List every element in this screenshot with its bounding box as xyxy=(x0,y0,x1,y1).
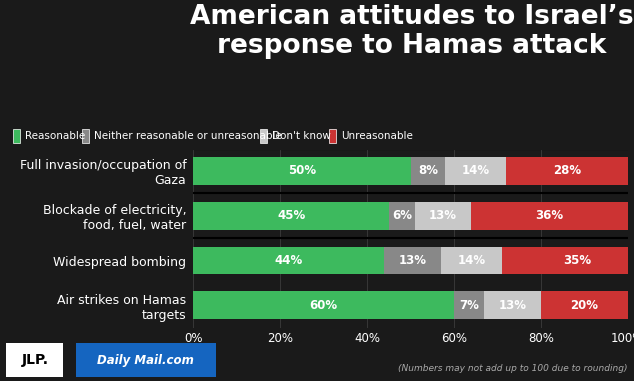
Text: Neither reasonable or unreasonable: Neither reasonable or unreasonable xyxy=(94,131,281,141)
Text: 13%: 13% xyxy=(399,254,427,267)
Text: 44%: 44% xyxy=(275,254,303,267)
Bar xyxy=(506,157,628,185)
Text: 35%: 35% xyxy=(564,254,592,267)
Bar xyxy=(193,291,454,319)
Text: Don't know: Don't know xyxy=(272,131,331,141)
Bar xyxy=(411,157,445,185)
Bar xyxy=(384,247,441,274)
Text: American attitudes to Israel’s
response to Hamas attack: American attitudes to Israel’s response … xyxy=(190,4,634,59)
Text: Reasonable: Reasonable xyxy=(25,131,85,141)
Text: 50%: 50% xyxy=(288,165,316,178)
Bar xyxy=(329,129,336,143)
Bar xyxy=(193,202,389,230)
Bar xyxy=(389,202,415,230)
Text: 8%: 8% xyxy=(418,165,438,178)
Bar xyxy=(260,129,267,143)
Text: 14%: 14% xyxy=(457,254,486,267)
Text: 20%: 20% xyxy=(570,299,598,312)
Bar xyxy=(82,129,89,143)
Bar xyxy=(445,157,506,185)
Text: 6%: 6% xyxy=(392,209,412,222)
Text: (Numbers may not add up to 100 due to rounding): (Numbers may not add up to 100 due to ro… xyxy=(398,364,628,373)
Text: Daily Mail.com: Daily Mail.com xyxy=(98,354,194,367)
Bar xyxy=(541,291,628,319)
Bar xyxy=(471,202,628,230)
Bar xyxy=(193,157,411,185)
Text: 28%: 28% xyxy=(553,165,581,178)
Text: Unreasonable: Unreasonable xyxy=(341,131,413,141)
Text: JLP.: JLP. xyxy=(22,353,48,367)
Text: 45%: 45% xyxy=(277,209,305,222)
Bar xyxy=(441,247,501,274)
Text: 7%: 7% xyxy=(459,299,479,312)
Text: 36%: 36% xyxy=(536,209,564,222)
Text: 14%: 14% xyxy=(462,165,489,178)
Bar xyxy=(415,202,471,230)
Text: 13%: 13% xyxy=(429,209,457,222)
Bar xyxy=(484,291,541,319)
Bar xyxy=(454,291,484,319)
Text: 60%: 60% xyxy=(309,299,338,312)
Text: 13%: 13% xyxy=(498,299,527,312)
Bar xyxy=(193,247,384,274)
Bar xyxy=(501,247,634,274)
Bar xyxy=(13,129,20,143)
